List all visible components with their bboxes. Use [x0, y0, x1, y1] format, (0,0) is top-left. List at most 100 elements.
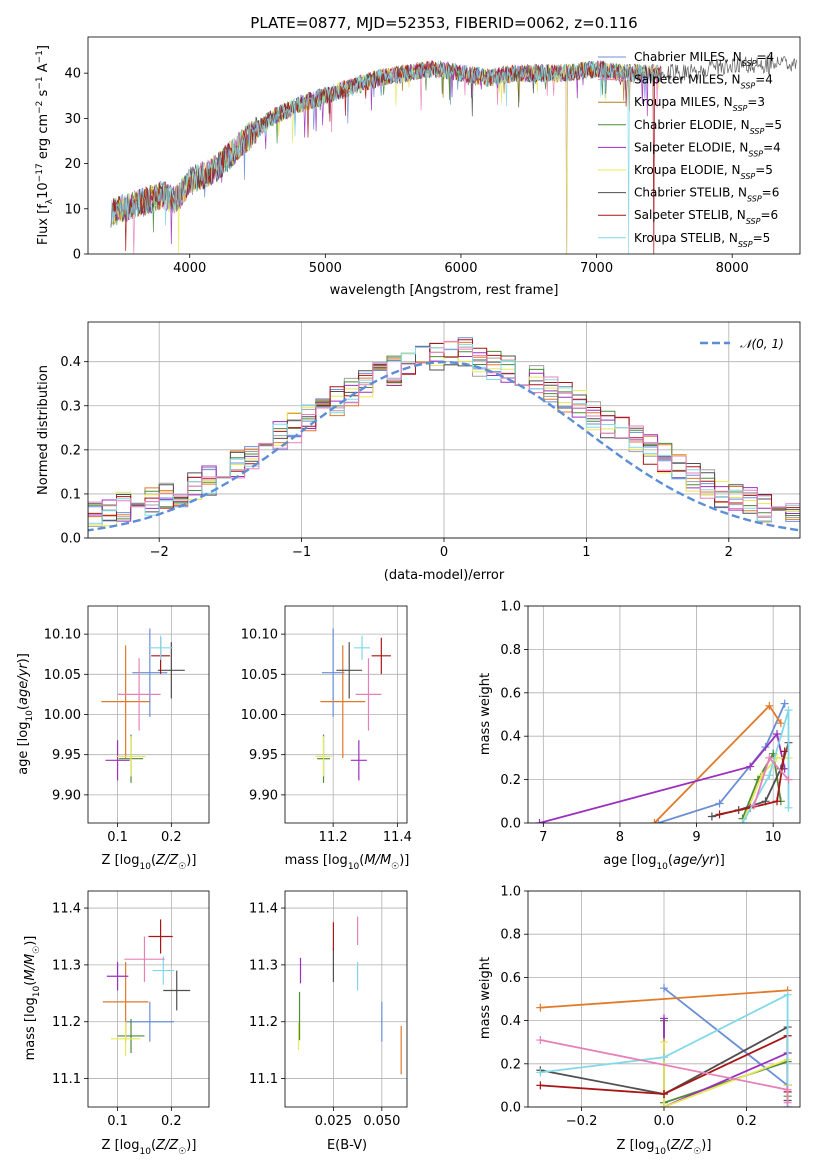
weight-line [663, 1018, 789, 1107]
y-tick-label: 30 [64, 112, 81, 127]
age-vs-mass-frame [284, 605, 408, 824]
weight-marker [536, 1081, 545, 1090]
weight-marker [783, 1098, 792, 1107]
weight-marker [765, 771, 774, 780]
spectrum-legend: Chabrier MILES, NSSP=4 Salpeter MILES, NS… [598, 50, 782, 248]
x-tick-label: 5000 [309, 261, 342, 276]
normal-curve [88, 360, 800, 532]
weight-vs-Z-lines [536, 984, 792, 1107]
weight-line [741, 757, 789, 823]
y-tick-label: 11.4 [52, 902, 81, 917]
y-tick-label: 10.05 [44, 668, 81, 683]
y-tick-label: 11.2 [52, 1015, 81, 1030]
weight-marker [750, 801, 759, 810]
residual-histogram [88, 337, 800, 522]
spectrum-line [110, 59, 662, 254]
y-tick-label: 0.8 [500, 643, 521, 658]
weight-marker [738, 819, 747, 823]
x-tick-label: 0.2 [161, 1114, 182, 1129]
weight-marker [660, 1038, 668, 1047]
weight-marker [650, 819, 659, 823]
y-tick-label: 0.4 [500, 730, 521, 745]
residual-histogram [88, 346, 800, 530]
spectrum-line [110, 60, 662, 254]
weight-marker [660, 1014, 668, 1023]
mass-vs-EBV-points [297, 916, 402, 1075]
massZ-y-label: mass [log10(M/M☉)] [23, 936, 42, 1061]
y-tick-label: 0.2 [500, 773, 521, 788]
residual-histogram [88, 339, 800, 528]
y-tick-label: 10.10 [241, 628, 278, 643]
weight-marker [746, 762, 755, 771]
y-tick-label: 11.1 [249, 1072, 278, 1087]
residual-histograms [88, 337, 800, 537]
weight-marker [660, 1090, 668, 1099]
mass-vs-EBV-frame [284, 890, 408, 1108]
weight-marker [776, 719, 785, 728]
y-tick-label: 11.3 [249, 958, 278, 973]
y-tick-label: 0.6 [500, 971, 521, 986]
weight-marker [784, 803, 793, 812]
wZ-x-label: Z [log10(Z/Z☉)] [617, 1138, 712, 1157]
age-vs-mass-axes: 11.2 11.4 9.90 9.95 10.00 10.05 10.10 [241, 606, 412, 845]
spectrum-x-label: wavelength [Angstrom, rest frame] [330, 283, 559, 298]
y-tick-label: 10 [64, 202, 81, 217]
y-tick-label: 11.3 [52, 958, 81, 973]
ageZ-y-label: age [log10(age/yr)] [16, 653, 35, 775]
y-tick-label: 9.90 [52, 788, 81, 803]
spectrum-line [110, 61, 662, 228]
y-tick-label: 20 [64, 157, 81, 172]
weight-marker [780, 699, 789, 708]
agemass-x-label: mass [log10(M/M☉)] [285, 853, 410, 872]
weight-marker [783, 1085, 792, 1094]
y-tick-label: 11.4 [249, 902, 278, 917]
residual-histogram [88, 343, 800, 533]
weight-marker [784, 775, 793, 784]
y-tick-label: 1.0 [500, 600, 521, 615]
x-tick-label: 0.025 [315, 1114, 352, 1129]
residuals-y-label: Normed distribution [36, 365, 51, 495]
ageZ-x-label: Z [log10(Z/Z☉)] [102, 853, 197, 872]
weight-vs-age-axes: 7 8 9 10 0.0 0.2 0.4 0.6 0.8 1.0 [500, 600, 800, 845]
residuals-frame [87, 321, 801, 539]
spectrum-frame [87, 36, 801, 255]
spectrum-line [110, 61, 662, 228]
weight-line [658, 703, 786, 823]
y-tick-label: 10.00 [241, 708, 278, 723]
legend-entry: Salpeter ELODIE, NSSP=4 [634, 140, 781, 158]
mass-vs-Z-axes: 0.1 0.2 11.1 11.2 11.3 11.4 [52, 891, 209, 1129]
age-vs-mass-points [315, 628, 391, 783]
y-tick-label: 0.2 [60, 443, 81, 458]
y-tick-label: 9.95 [52, 748, 81, 763]
weight-line [540, 993, 789, 1107]
weight-marker [535, 819, 544, 823]
x-tick-label: 11.4 [383, 830, 412, 845]
wage-y-label: mass weight [478, 673, 493, 755]
y-tick-label: 0.0 [500, 817, 521, 832]
y-tick-label: 0.8 [500, 928, 521, 943]
weight-marker [660, 984, 668, 993]
y-tick-label: 9.90 [249, 788, 278, 803]
wage-x-label: age [log10(age/yr)] [603, 853, 725, 872]
spectrum-line [110, 60, 662, 254]
weight-marker [536, 1036, 545, 1045]
x-tick-label: 0.0 [654, 1114, 675, 1129]
mass-vs-EBV-axes: 0.025 0.050 11.1 11.2 11.3 11.4 [249, 891, 407, 1129]
weight-marker [536, 1068, 545, 1077]
x-tick-label: 7000 [580, 261, 613, 276]
wZ-y-label: mass weight [478, 957, 493, 1039]
x-tick-label: −0.2 [566, 1114, 598, 1129]
spectrum-axes: 4000 5000 6000 7000 8000 0 10 20 30 40 [64, 67, 748, 276]
legend-entry: Chabrier MILES, NSSP=4 [634, 50, 774, 68]
ebv-x-label: E(B-V) [327, 1138, 367, 1153]
weight-marker [765, 701, 774, 710]
weight-vs-age-lines [535, 699, 793, 823]
x-tick-label: −1 [292, 545, 311, 560]
normal-legend-label: 𝒩(0, 1) [740, 337, 784, 351]
legend-entry: Kroupa MILES, NSSP=3 [634, 95, 765, 113]
legend-entry: Salpeter STELIB, NSSP=6 [634, 208, 778, 226]
x-tick-label: 11.2 [319, 830, 348, 845]
spectrum-line [110, 60, 662, 233]
x-tick-label: 0.1 [107, 830, 128, 845]
y-tick-label: 11.1 [52, 1072, 81, 1087]
